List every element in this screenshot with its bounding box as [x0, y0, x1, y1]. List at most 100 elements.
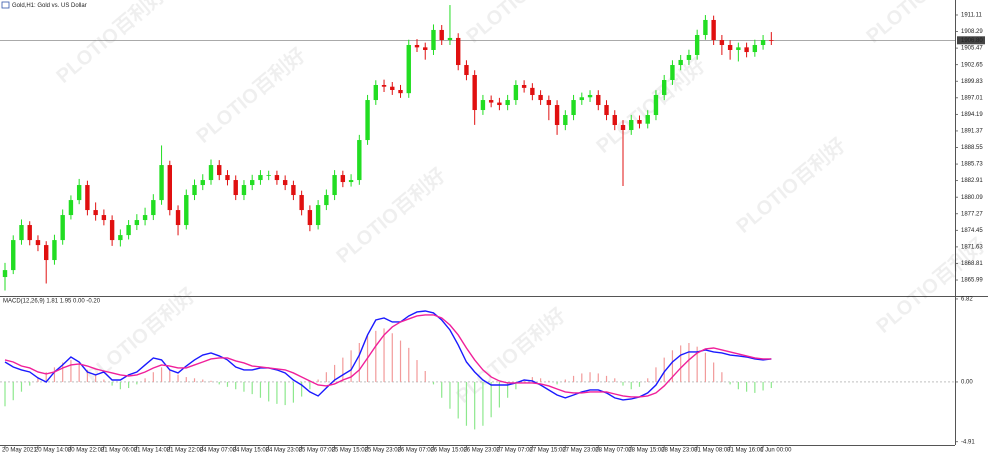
- candle-body: [769, 40, 774, 41]
- y-tick-label: 1891.37: [961, 129, 983, 135]
- x-tick-label: 27 May 23:00: [562, 448, 599, 454]
- y-tick-label: 1865.99: [961, 278, 983, 284]
- candle-body: [307, 210, 313, 226]
- current-price-box: [957, 36, 985, 45]
- candle-body: [332, 175, 337, 196]
- x-tick-label: 28 May 07:00: [595, 448, 632, 454]
- candle-body: [579, 97, 584, 101]
- y-tick-label: 1902.65: [961, 62, 983, 68]
- candle-body: [497, 102, 502, 106]
- candle-body: [554, 105, 560, 126]
- candle-body: [464, 65, 469, 76]
- y-tick-label: 6.82: [961, 297, 973, 303]
- x-tick-label: 26 May 15:00: [430, 448, 467, 454]
- x-tick-label: 31 May 08:00: [694, 448, 731, 454]
- candle-body: [398, 89, 403, 94]
- candle-body: [587, 94, 593, 98]
- candle-body: [423, 47, 428, 50]
- y-tick-label: 1874.45: [961, 228, 983, 234]
- candle-body: [60, 215, 65, 241]
- candle-body: [365, 100, 370, 141]
- y-tick-label: 1897.01: [961, 95, 983, 101]
- candle-body: [637, 120, 642, 124]
- candle-body: [431, 29, 436, 50]
- x-tick-label: 25 May 15:00: [332, 448, 369, 454]
- candle-body: [653, 94, 659, 116]
- candle-body: [282, 180, 288, 186]
- candle-body: [703, 19, 708, 36]
- candle-body: [175, 210, 181, 226]
- candle-body: [225, 175, 230, 181]
- candle-body: [101, 215, 107, 221]
- x-tick-label: 27 May 15:00: [529, 448, 566, 454]
- indicator-line: [4, 314, 772, 398]
- candle-body: [93, 210, 98, 216]
- candle-body: [604, 105, 609, 116]
- x-tick-label: 1 Jun 00:00: [760, 448, 792, 454]
- candle-body: [266, 175, 271, 176]
- candle-body: [68, 200, 74, 216]
- candle-body: [208, 165, 214, 181]
- y-tick-label: 1880.09: [961, 195, 983, 201]
- candle-body: [315, 205, 321, 226]
- candle-body: [521, 84, 527, 88]
- candle-body: [151, 200, 156, 216]
- candle-body: [563, 115, 568, 126]
- candle-body: [19, 225, 24, 241]
- candle-body: [480, 100, 486, 111]
- candle-body: [571, 100, 576, 116]
- candle-body: [645, 115, 650, 124]
- candle-body: [291, 185, 296, 196]
- candle-body: [744, 47, 749, 53]
- candle-body: [340, 175, 346, 183]
- candle-body: [241, 185, 247, 196]
- candle-body: [760, 40, 766, 45]
- candle-body: [719, 40, 725, 45]
- x-tick-label: 21 May 22:00: [167, 448, 204, 454]
- candle-body: [711, 19, 716, 41]
- x-tick-label: 31 May 16:00: [727, 448, 764, 454]
- candle-body: [159, 165, 164, 201]
- candle-body: [612, 115, 617, 126]
- candle-body: [670, 65, 675, 81]
- x-tick-label: 20 May 22:00: [68, 448, 105, 454]
- x-tick-label: 21 May 06:00: [101, 448, 138, 454]
- candle-body: [513, 84, 519, 101]
- candle-body: [678, 59, 683, 66]
- candle-body: [546, 100, 552, 106]
- candle-body: [274, 175, 280, 181]
- candle-body: [299, 195, 304, 211]
- candle-body: [373, 84, 378, 101]
- symbol-icon: [1, 1, 10, 9]
- candle-body: [390, 86, 395, 90]
- candle-body: [530, 87, 535, 95]
- candle-body: [456, 37, 461, 66]
- y-tick-label: 1885.73: [961, 162, 983, 168]
- x-tick-label: 25 May 07:00: [299, 448, 336, 454]
- x-tick-label: 24 May 15:00: [233, 448, 270, 454]
- candle-body: [118, 235, 123, 241]
- x-tick-label: 25 May 23:00: [365, 448, 402, 454]
- candle-body: [44, 245, 49, 261]
- candle-body: [752, 44, 758, 53]
- chart-title: Gold,H1: Gold vs. US Dollar: [12, 3, 87, 9]
- candle-body: [357, 140, 362, 181]
- candle-body: [727, 44, 733, 50]
- candle-body: [324, 195, 329, 206]
- candle-body: [538, 94, 543, 101]
- y-tick-label: 1908.29: [961, 29, 983, 35]
- x-tick-label: 28 May 23:00: [661, 448, 698, 454]
- candle-body: [596, 94, 601, 106]
- candle-body: [381, 84, 387, 87]
- candle-body: [27, 225, 32, 241]
- x-tick-label: 20 May 14:00: [35, 448, 72, 454]
- candle-body: [35, 240, 41, 246]
- y-tick-label: 1899.83: [961, 79, 983, 85]
- current-price-label: 1906.80: [961, 38, 983, 44]
- y-tick-label: 1871.63: [961, 244, 983, 250]
- candle-body: [142, 215, 148, 221]
- y-tick-label: -4.91: [961, 439, 975, 445]
- candle-body: [167, 165, 172, 211]
- candle-body: [414, 44, 420, 48]
